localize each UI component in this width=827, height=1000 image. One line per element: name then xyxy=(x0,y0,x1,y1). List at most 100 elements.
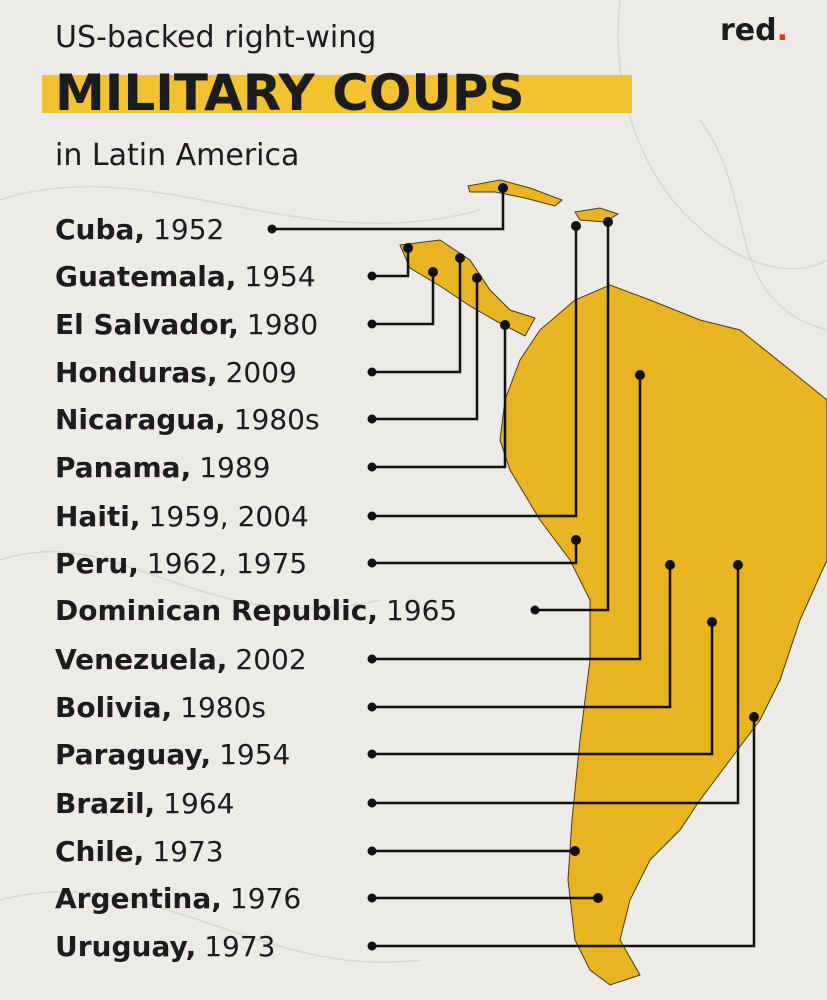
leader-line xyxy=(372,540,578,565)
country-name: Guatemala, xyxy=(55,260,236,293)
logo-dot: . xyxy=(777,13,788,48)
map-point xyxy=(571,535,581,545)
leader-dot xyxy=(367,893,377,903)
map xyxy=(399,179,827,986)
entry-label: Uruguay, 1973 xyxy=(55,930,275,963)
leader-line xyxy=(372,248,410,278)
entry-label: Dominican Republic, 1965 xyxy=(55,594,457,627)
entry-label: Honduras, 2009 xyxy=(55,356,297,389)
leader-dot xyxy=(367,271,377,281)
entry-label: Guatemala, 1954 xyxy=(55,260,316,293)
coup-years: 1965 xyxy=(386,594,457,627)
leader-dot xyxy=(367,558,377,568)
leader-dot xyxy=(530,605,540,615)
leader-dot xyxy=(367,941,377,951)
country-name: Brazil, xyxy=(55,787,155,820)
coup-years: 1954 xyxy=(244,260,315,293)
coup-years: 1952 xyxy=(153,213,224,246)
leader-line xyxy=(372,258,462,374)
coup-years: 1962, 1975 xyxy=(147,547,307,580)
leader-line xyxy=(372,717,756,948)
title-highlight xyxy=(42,75,632,113)
cuba xyxy=(467,179,563,207)
entry-label: Chile, 1973 xyxy=(55,835,224,868)
country-name: Nicaragua, xyxy=(55,403,226,436)
title: MILITARY COUPS xyxy=(55,64,525,122)
country-name: Argentina, xyxy=(55,882,222,915)
entry-label: Argentina, 1976 xyxy=(55,882,301,915)
entry-label: Paraguay, 1954 xyxy=(55,738,290,771)
coup-years: 1973 xyxy=(152,835,223,868)
entry-label: El Salvador, 1980 xyxy=(55,308,318,341)
coup-years: 1973 xyxy=(204,930,275,963)
entry-label: Haiti, 1959, 2004 xyxy=(55,500,309,533)
entry-label: Bolivia, 1980s xyxy=(55,691,266,724)
entry-label: Peru, 1962, 1975 xyxy=(55,547,307,580)
entry-label: Cuba, 1952 xyxy=(55,213,224,246)
leader-dot xyxy=(367,749,377,759)
map-point xyxy=(733,560,743,570)
leader-dot xyxy=(367,511,377,521)
coup-years: 1959, 2004 xyxy=(149,500,309,533)
entry-label: Brazil, 1964 xyxy=(55,787,234,820)
country-name: Honduras, xyxy=(55,356,218,389)
central-america xyxy=(399,239,536,337)
country-name: El Salvador, xyxy=(55,308,239,341)
map-point xyxy=(593,893,603,903)
entry-label: Panama, 1989 xyxy=(55,451,270,484)
map-point xyxy=(749,712,759,722)
leader-dot xyxy=(367,846,377,856)
coup-years: 1976 xyxy=(230,882,301,915)
coup-years: 2009 xyxy=(226,356,297,389)
country-name: Bolivia, xyxy=(55,691,172,724)
coup-years: 1954 xyxy=(219,738,290,771)
leader-dot xyxy=(267,224,277,234)
leader-line xyxy=(272,188,505,231)
map-point xyxy=(570,846,580,856)
tagline: in Latin America xyxy=(55,138,299,173)
country-name: Cuba, xyxy=(55,213,145,246)
map-point xyxy=(472,273,482,283)
leader-line xyxy=(372,622,714,756)
map-point xyxy=(500,320,510,330)
leader-dot xyxy=(367,654,377,664)
leader-line xyxy=(535,222,610,612)
country-name: Dominican Republic, xyxy=(55,594,378,627)
country-name: Haiti, xyxy=(55,500,141,533)
leader-line xyxy=(372,565,672,709)
country-name: Peru, xyxy=(55,547,139,580)
leader-line xyxy=(372,375,642,661)
map-point xyxy=(498,183,508,193)
coup-years: 1980s xyxy=(180,691,266,724)
leader-dot xyxy=(367,702,377,712)
country-name: Chile, xyxy=(55,835,144,868)
south-america xyxy=(499,284,827,986)
map-point xyxy=(665,560,675,570)
coup-years: 1980 xyxy=(247,308,318,341)
logo: red. xyxy=(720,13,788,48)
leader-dot xyxy=(367,798,377,808)
coup-years: 1964 xyxy=(163,787,234,820)
map-point xyxy=(403,243,413,253)
map-point xyxy=(428,267,438,277)
coup-years: 1980s xyxy=(234,403,320,436)
country-name: Paraguay, xyxy=(55,738,211,771)
map-point xyxy=(707,617,717,627)
leader-dot xyxy=(367,462,377,472)
leader-line xyxy=(372,325,507,469)
leader-dot xyxy=(367,367,377,377)
country-name: Venezuela, xyxy=(55,643,227,676)
country-name: Uruguay, xyxy=(55,930,196,963)
country-name: Panama, xyxy=(55,451,191,484)
entry-label: Nicaragua, 1980s xyxy=(55,403,320,436)
map-point xyxy=(571,221,581,231)
leader-dot xyxy=(367,319,377,329)
map-point xyxy=(635,370,645,380)
map-point xyxy=(603,217,613,227)
leader-dot xyxy=(367,414,377,424)
leader-line xyxy=(372,565,740,805)
leader-line xyxy=(372,278,479,421)
